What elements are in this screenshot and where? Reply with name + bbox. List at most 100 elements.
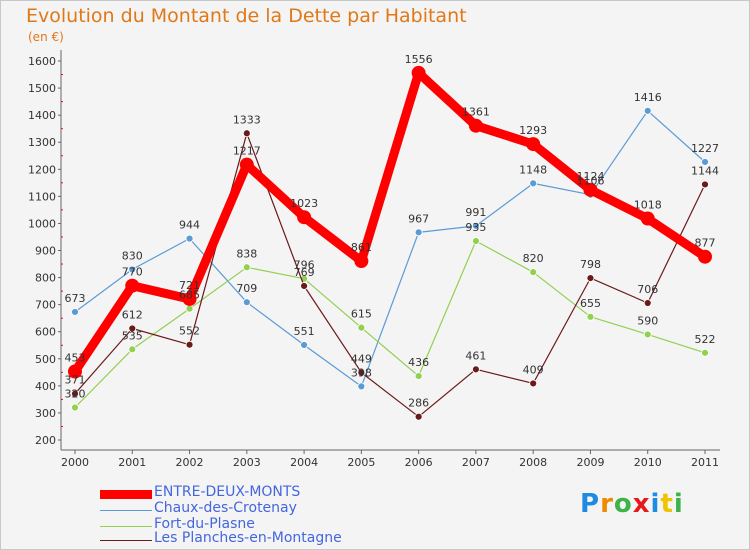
data-point (414, 228, 423, 237)
chart-title: Evolution du Montant de la Dette par Hab… (26, 5, 467, 27)
data-point (128, 345, 137, 354)
data-label: 935 (465, 221, 486, 234)
series-line (74, 240, 706, 409)
data-label: 1148 (519, 163, 547, 176)
x-tick-label: 2008 (519, 456, 547, 469)
y-tick-label: 1300 (28, 136, 56, 149)
x-tick-label: 2004 (290, 456, 318, 469)
x-tick-label: 2011 (691, 456, 719, 469)
data-label: 1333 (233, 113, 261, 126)
data-label: 673 (65, 292, 86, 305)
data-point (414, 412, 423, 421)
data-label: 1293 (519, 124, 547, 137)
data-point (526, 137, 541, 152)
data-label: 612 (122, 308, 143, 321)
x-tick-label: 2009 (576, 456, 604, 469)
data-point (586, 312, 595, 321)
chart-subtitle: (en €) (28, 30, 64, 44)
data-point (529, 268, 538, 277)
data-point (185, 304, 194, 313)
legend-swatch (100, 540, 152, 541)
data-point (125, 278, 140, 293)
series-line (74, 110, 706, 387)
data-point (357, 368, 366, 377)
data-label: 371 (65, 374, 86, 387)
y-tick-label: 400 (35, 380, 56, 393)
data-label: 453 (65, 352, 86, 365)
data-label: 796 (294, 259, 315, 272)
data-point (529, 379, 538, 388)
data-label: 769 (294, 266, 315, 279)
legend-label: ENTRE-DEUX-MONTS (154, 484, 301, 500)
y-tick-label: 800 (35, 272, 56, 285)
data-point (472, 221, 480, 230)
data-label: 1018 (634, 199, 662, 212)
data-point (185, 340, 194, 349)
data-label: 1124 (576, 170, 604, 183)
legend-label: Fort-du-Plasne (154, 516, 255, 532)
series-line (74, 132, 706, 418)
data-label: 1361 (462, 106, 490, 119)
data-label: 709 (236, 282, 257, 295)
y-tick-label: 1400 (28, 109, 56, 122)
proxiti-logo: Proxiti (580, 489, 684, 519)
data-label: 721 (179, 279, 200, 292)
data-point (300, 282, 308, 290)
data-point (701, 180, 709, 189)
data-label: 770 (122, 266, 143, 279)
data-label: 552 (179, 325, 200, 338)
x-tick-label: 2007 (462, 456, 490, 469)
y-tick-label: 900 (35, 245, 56, 258)
data-point (128, 324, 137, 333)
data-label: 820 (523, 252, 544, 265)
data-point (354, 254, 369, 269)
series-line (70, 68, 710, 376)
data-point (71, 403, 79, 412)
y-tick-label: 1200 (28, 163, 56, 176)
x-tick-label: 2006 (405, 456, 433, 469)
data-point (242, 129, 251, 138)
data-point (242, 298, 251, 307)
data-point (300, 341, 308, 349)
data-point (71, 308, 79, 316)
data-label: 590 (637, 314, 658, 327)
data-point (583, 182, 598, 197)
x-tick-label: 2001 (118, 456, 146, 469)
legend-swatch (100, 510, 152, 511)
y-tick-label: 500 (35, 353, 56, 366)
data-label: 944 (179, 219, 200, 232)
data-point (586, 274, 595, 283)
x-tick-label: 2000 (61, 456, 89, 469)
legend-label: Chaux-des-Crotenay (154, 500, 297, 516)
legend-swatch (100, 490, 152, 499)
y-tick-label: 1500 (28, 82, 56, 95)
data-point (242, 263, 251, 272)
data-point (472, 365, 480, 374)
data-label: 1144 (691, 164, 719, 177)
y-tick-label: 200 (35, 434, 56, 447)
data-point (414, 372, 423, 381)
data-label: 1416 (634, 91, 662, 104)
legend-label: Les Planches-en-Montagne (154, 530, 342, 546)
data-label: 877 (695, 237, 716, 250)
data-label: 286 (408, 397, 429, 410)
data-label: 615 (351, 308, 372, 321)
data-label: 991 (465, 206, 486, 219)
data-label: 685 (179, 289, 200, 302)
data-label: 522 (695, 333, 716, 346)
axis-ticks: 200 300 400 500 600 700 800 900 1000 1100 1200 1300… (28, 55, 719, 469)
data-label: 320 (65, 388, 86, 401)
y-tick-label: 1100 (28, 190, 56, 203)
data-point (297, 210, 312, 225)
data-label: 551 (294, 325, 315, 338)
x-tick-label: 2010 (634, 456, 662, 469)
data-point (643, 299, 652, 307)
data-label: 398 (351, 366, 372, 379)
data-label: 449 (351, 353, 372, 366)
data-label: 706 (637, 283, 658, 296)
data-label: 967 (408, 212, 429, 225)
series-lines (68, 65, 712, 421)
data-label: 1023 (290, 197, 318, 210)
data-label: 861 (351, 241, 372, 254)
